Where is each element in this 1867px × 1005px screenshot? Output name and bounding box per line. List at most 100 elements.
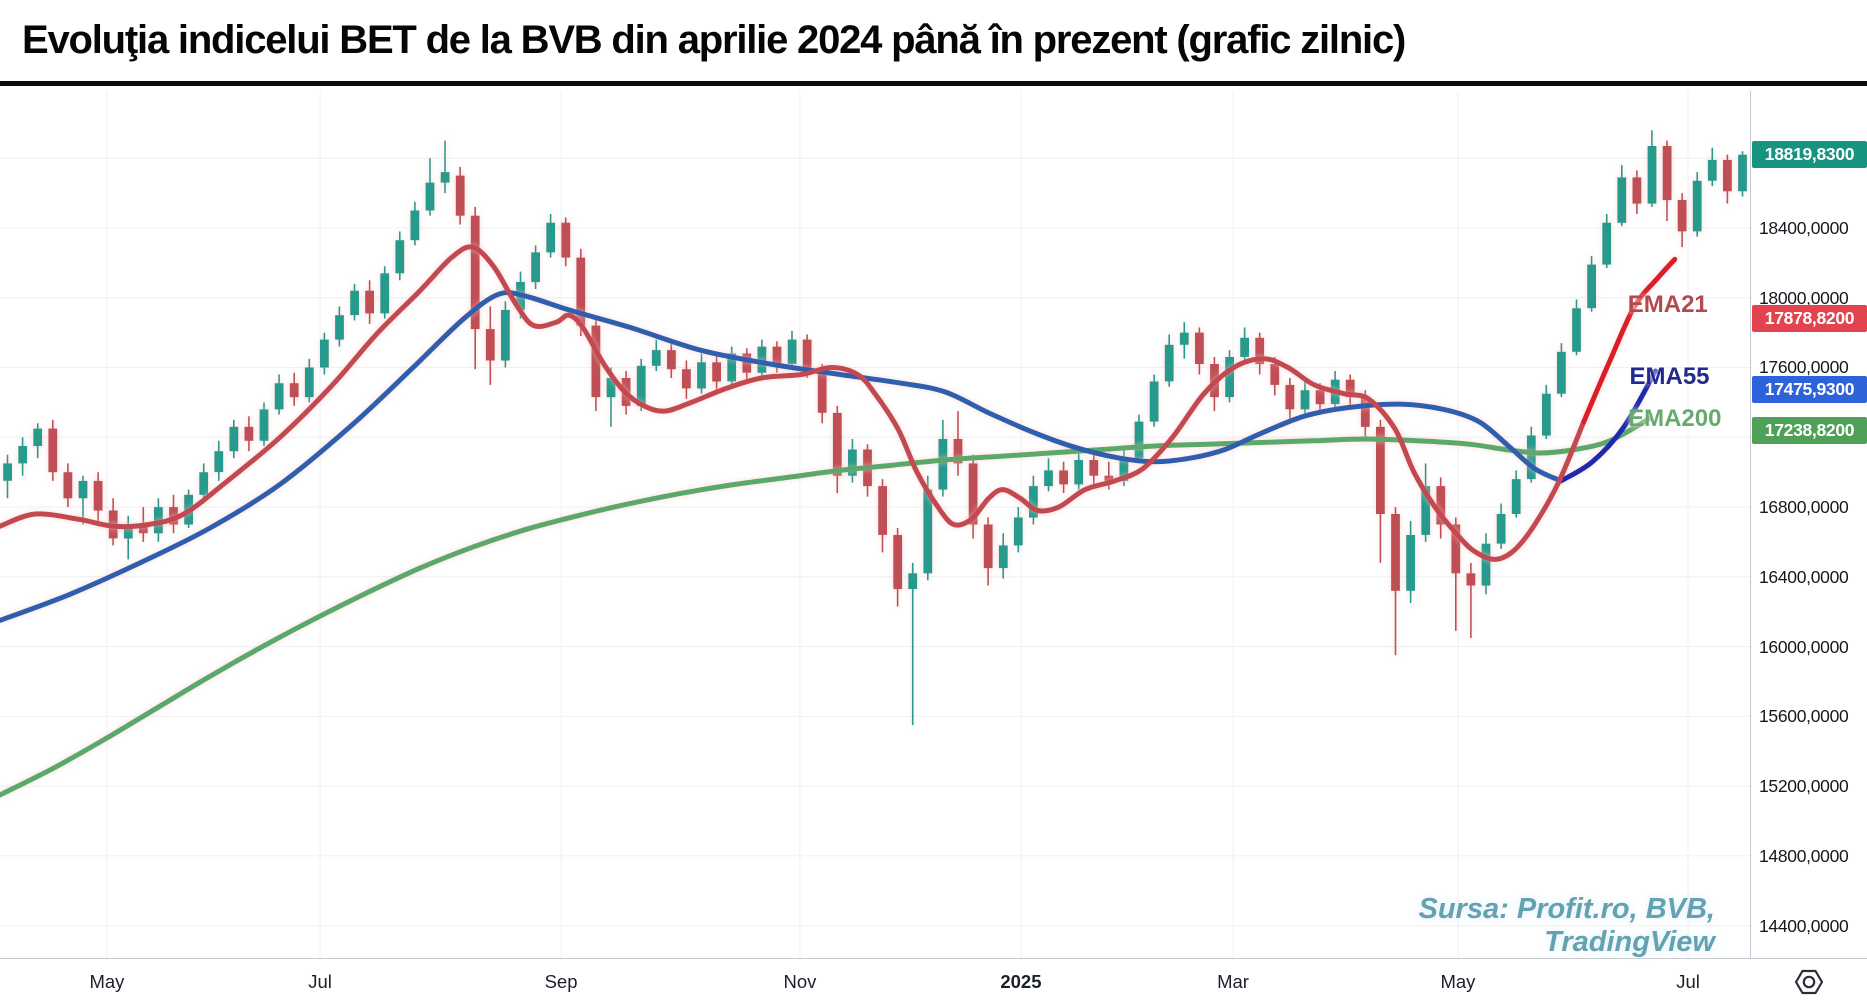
candle	[138, 524, 148, 534]
candle	[968, 463, 978, 525]
candle	[259, 409, 269, 441]
candle	[1179, 332, 1189, 345]
ema21-value-badge: 17878,8200	[1752, 305, 1867, 333]
candle	[485, 329, 495, 361]
candle	[667, 350, 676, 370]
title-bar: Evoluţia indicelui BET de la BVB din apr…	[0, 0, 1867, 86]
candle	[908, 573, 918, 589]
candle	[1542, 393, 1551, 436]
price-tick-label: 16400,0000	[1759, 566, 1849, 587]
candle	[244, 426, 254, 441]
candle	[787, 339, 797, 364]
candle	[63, 472, 73, 499]
candle	[1104, 475, 1114, 481]
ema21-line-tip	[1581, 256, 1678, 425]
candle	[123, 524, 133, 539]
price-tick-label: 18400,0000	[1759, 217, 1849, 238]
candle	[1738, 154, 1747, 192]
candle	[1119, 458, 1129, 481]
price-tick-label: 16000,0000	[1759, 636, 1849, 657]
candle	[501, 309, 510, 361]
candle	[410, 210, 420, 241]
candle	[1723, 159, 1732, 192]
candle	[636, 365, 646, 406]
candle	[350, 290, 359, 316]
candle	[214, 451, 224, 473]
last-price-badge: 18819,8300	[1752, 141, 1867, 169]
ema55-label: EMA55	[1629, 363, 1710, 391]
candle	[1285, 384, 1295, 410]
candle	[1360, 397, 1370, 427]
time-tick-label: May	[1440, 971, 1476, 992]
gridlines	[0, 91, 1750, 958]
candle	[1647, 146, 1657, 204]
candle	[606, 378, 616, 398]
candle	[817, 369, 827, 413]
candle	[1074, 460, 1084, 485]
candle	[335, 315, 344, 340]
time-tick-label: May	[89, 971, 125, 992]
candle	[1632, 177, 1642, 204]
candle	[455, 175, 465, 216]
time-tick-label: Jul	[308, 971, 332, 992]
candle	[1557, 351, 1566, 394]
candle	[380, 273, 390, 314]
candle	[1481, 543, 1491, 586]
candle	[546, 222, 556, 253]
candle	[1526, 435, 1536, 480]
time-tick-label: Jul	[1676, 971, 1700, 992]
candle	[425, 182, 435, 211]
candle	[1044, 470, 1053, 487]
candle	[1195, 332, 1204, 364]
time-tick-label: 2025	[1000, 971, 1042, 992]
candle	[199, 472, 209, 495]
candle	[561, 222, 571, 258]
candle	[953, 439, 963, 464]
price-tick-label: 18000,0000	[1759, 287, 1849, 308]
candle	[1013, 517, 1023, 546]
candle	[365, 290, 374, 314]
price-tick-label: 15600,0000	[1759, 706, 1849, 727]
candle	[1572, 308, 1581, 352]
ema200-value-badge: 17238,8200	[1752, 417, 1867, 444]
time-tick-label: Mar	[1217, 971, 1249, 992]
axis-settings-button[interactable]	[1750, 958, 1867, 1005]
candle	[274, 383, 284, 410]
candle	[1345, 379, 1355, 398]
candle	[289, 383, 299, 398]
candle	[802, 339, 812, 370]
candle	[1029, 486, 1038, 518]
candle	[3, 463, 13, 481]
candle	[1134, 421, 1144, 459]
ema21-line	[0, 244, 1587, 562]
candle	[742, 353, 752, 373]
ema55-line	[0, 289, 1564, 623]
candle	[1496, 514, 1506, 544]
price-axis[interactable]: 18400,0000 18000,0000 17600,0000 16800,0000…	[1750, 91, 1867, 1005]
candle	[938, 439, 948, 490]
candle	[1225, 357, 1234, 398]
candle	[712, 362, 721, 382]
candle	[772, 346, 782, 364]
time-tick-label: Nov	[783, 971, 817, 992]
candle	[1300, 390, 1310, 410]
candle	[893, 535, 903, 590]
candle	[651, 350, 661, 366]
candle	[1662, 146, 1672, 201]
chart-plot-area[interactable]: EMA200 EMA55 EMA21	[0, 91, 1750, 958]
price-tick-label: 15200,0000	[1759, 776, 1849, 797]
time-tick-label: Sep	[544, 971, 578, 992]
candle	[1376, 426, 1385, 514]
candle	[1707, 159, 1717, 181]
candle	[1602, 222, 1612, 265]
candle	[1587, 264, 1596, 309]
candle	[998, 545, 1008, 569]
price-tick-label: 14800,0000	[1759, 845, 1849, 866]
candle	[440, 172, 450, 183]
candle	[1617, 177, 1627, 223]
time-axis[interactable]: May Jul Sep Nov 2025 Mar May Jul	[0, 958, 1867, 1005]
candle	[848, 449, 857, 476]
gear-icon	[1794, 969, 1823, 994]
candle	[1436, 486, 1446, 525]
